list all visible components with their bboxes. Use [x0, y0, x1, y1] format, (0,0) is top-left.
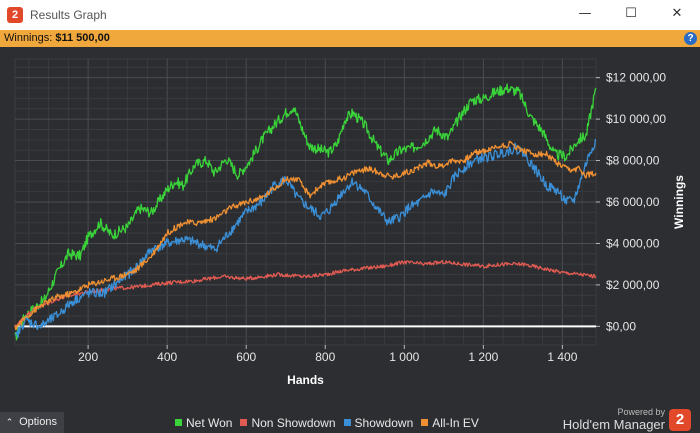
y-tick-label: $4 000,00 [606, 236, 660, 250]
y-tick-label: $6 000,00 [606, 195, 660, 209]
help-icon[interactable]: ? [684, 32, 697, 45]
winnings-label: Winnings: [4, 32, 53, 44]
window-title: Results Graph [30, 8, 107, 22]
legend-item[interactable]: Showdown [343, 416, 414, 430]
x-axis-title: Hands [287, 373, 324, 387]
brand-name: Hold'em Manager [562, 417, 665, 432]
legend-swatch [240, 419, 248, 426]
x-tick-label: 600 [236, 350, 256, 364]
x-tick-label: 1 400 [547, 350, 577, 364]
powered-by-label: Powered by [617, 407, 665, 417]
winnings-value: $11 500,00 [55, 32, 110, 44]
legend-item[interactable]: Net Won [175, 416, 232, 430]
y-axis-title: Winnings [672, 175, 686, 229]
y-tick-label: $2 000,00 [606, 278, 660, 292]
y-tick-label: $8 000,00 [606, 154, 660, 168]
legend-label: Showdown [354, 416, 414, 430]
winnings-summary: Winnings: $11 500,00 [4, 32, 110, 44]
legend-label: All-In EV [432, 416, 479, 430]
results-chart: $0,00 $2 000,00 $4 000,00 $6 000,00 $8 000,0… [14, 58, 686, 387]
y-tick-label: $10 000,00 [606, 112, 666, 126]
legend-label: Net Won [186, 416, 233, 430]
maximize-button[interactable]: ☐ [625, 6, 637, 21]
legend-swatch [175, 419, 182, 426]
legend-label: Non Showdown [251, 416, 336, 430]
options-button[interactable]: ⌃ Options [0, 412, 64, 433]
legend-item[interactable]: All-In EV [421, 416, 479, 430]
legend-item[interactable]: Non Showdown [240, 416, 336, 430]
x-tick-label: 800 [315, 350, 335, 364]
close-button[interactable]: ✕ [671, 6, 683, 21]
series-line-showdown [14, 139, 597, 339]
powered-by-block: Powered by Hold'em Manager [560, 407, 665, 433]
chevron-up-icon: ⌃ [5, 417, 14, 427]
bottom-bar: ⌃ Options Net Won Non Showdown Showdown All… [0, 407, 700, 433]
legend-swatch [421, 419, 429, 426]
x-tick-label: 200 [78, 350, 98, 364]
x-tick-label: 1 000 [389, 350, 419, 364]
options-label: Options [19, 416, 57, 428]
series-line-net-won [14, 83, 597, 341]
x-tick-label: 400 [157, 350, 177, 364]
legend-swatch [343, 419, 351, 426]
series-line-all-in-ev [14, 140, 597, 331]
app-logo-icon: 2 [7, 7, 23, 23]
winnings-status-bar: Winnings: $11 500,00 ? [0, 30, 700, 47]
brand-logo-icon: 2 [669, 409, 691, 431]
title-bar: 2 Results Graph — ☐ ✕ [0, 0, 700, 30]
minimize-button[interactable]: — [578, 6, 592, 21]
x-tick-label: 1 200 [468, 350, 498, 364]
y-tick-label: $0,00 [606, 319, 636, 333]
y-tick-label: $12 000,00 [606, 71, 666, 85]
chart-legend: Net Won Non Showdown Showdown All-In EV [175, 416, 487, 430]
